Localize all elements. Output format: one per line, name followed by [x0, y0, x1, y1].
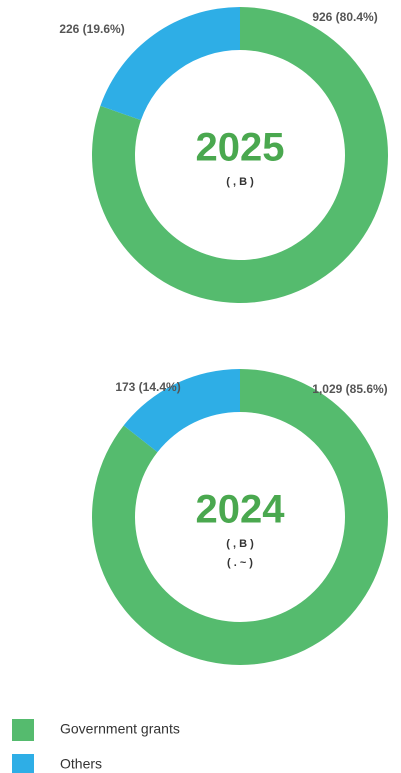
data-label: 226 (19.6%)	[59, 22, 124, 36]
center-title: 2025	[196, 126, 285, 170]
donut-segment	[123, 368, 240, 453]
donut-segment	[100, 7, 240, 121]
legend-swatch	[12, 719, 34, 741]
center-title: 2024	[196, 488, 286, 532]
data-label: 173 (14.4%)	[115, 380, 180, 394]
center-note: ( . ~ )	[227, 557, 253, 569]
data-label: 1,029 (85.6%)	[312, 382, 387, 396]
center-note: ( , B )	[226, 176, 254, 188]
data-label: 926 (80.4%)	[312, 10, 377, 24]
legend-swatch	[12, 754, 34, 773]
legend-label: Government grants	[60, 721, 180, 737]
center-note: ( , B )	[226, 538, 254, 550]
legend-label: Others	[60, 756, 102, 772]
